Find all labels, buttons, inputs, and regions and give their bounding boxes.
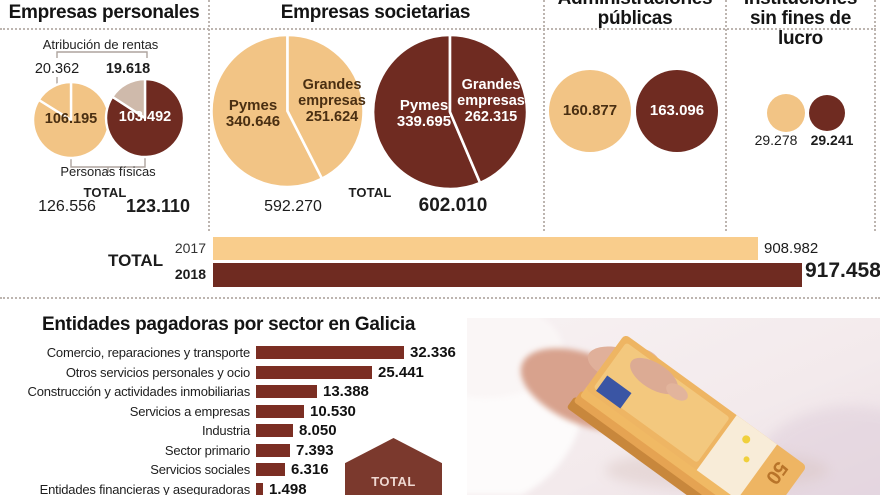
total-pentagon-label: TOTAL <box>371 474 416 489</box>
bracket-atribucion <box>56 51 148 58</box>
sector-label: Entidades financieras y aseguradoras <box>39 481 251 495</box>
sector-row: Construcción y actividades inmobiliarias… <box>0 382 465 402</box>
circle-instituciones-2018 <box>809 95 845 131</box>
label-total-band: TOTAL <box>108 251 164 270</box>
thumb <box>630 357 678 395</box>
sector-value: 1.498 <box>269 480 307 495</box>
label-pymes-2017: Pymes 340.646 <box>225 97 281 130</box>
value-total-2018: 917.458 <box>805 259 880 282</box>
pie-societarias-2018 <box>371 33 529 191</box>
sector-value: 10.530 <box>310 402 356 420</box>
label-total-societarias: TOTAL <box>348 185 392 200</box>
sector-label: Otros servicios personales y ocio <box>65 364 250 380</box>
pie-personales-2018 <box>104 77 186 159</box>
total-personales-2018: 123.110 <box>125 196 191 216</box>
divider-vertical-4 <box>874 0 876 231</box>
value-total-2017: 908.982 <box>764 240 819 257</box>
sector-row: Servicios sociales 6.316 <box>0 460 465 480</box>
sector-label: Servicios a empresas <box>129 403 250 419</box>
circle-administraciones-2017 <box>549 70 631 152</box>
sector-value: 8.050 <box>299 422 337 440</box>
value-administraciones-2017: 160.877 <box>562 102 618 119</box>
value-atribucion-2018: 19.618 <box>105 61 151 77</box>
label-pymes-2018: Pymes 339.695 <box>396 97 452 130</box>
bracket-personas-fisicas <box>70 151 146 173</box>
sector-bar <box>256 385 317 399</box>
sector-label: Servicios sociales <box>150 462 250 478</box>
divider-under-headings <box>0 28 876 30</box>
sector-row: Comercio, reparaciones y transporte 32.33… <box>0 343 465 363</box>
pie-personales-2017 <box>31 80 111 160</box>
sector-bar <box>256 365 372 379</box>
sector-row: Entidades financieras y aseguradoras 1.49… <box>0 480 465 495</box>
divider-above-sectors <box>0 297 880 299</box>
value-personas-fisicas-2018: 103.492 <box>118 109 172 125</box>
circle-administraciones-2018 <box>636 70 718 152</box>
sector-bar <box>256 443 290 457</box>
sectors-title: Entidades pagadoras por sector en Galici… <box>42 314 416 335</box>
sector-value: 32.336 <box>410 344 456 362</box>
sector-bar <box>256 346 404 360</box>
sector-bar <box>256 482 263 495</box>
sector-bar <box>256 404 304 418</box>
label-grandes-2018: Grandes empresas 262.315 <box>457 77 525 125</box>
label-grandes-2017: Grandes empresas 251.624 <box>298 77 366 125</box>
sector-label: Comercio, reparaciones y transporte <box>46 345 250 361</box>
total-personales-2017: 126.556 <box>38 198 96 215</box>
value-instituciones-2017: 29.278 <box>754 132 798 148</box>
label-atribucion-de-rentas: Atribución de rentas <box>42 37 159 52</box>
value-personas-fisicas-2017: 106.195 <box>44 111 98 127</box>
sector-value: 25.441 <box>378 363 424 381</box>
sector-value: 13.388 <box>323 383 369 401</box>
label-total-personales: TOTAL <box>83 185 127 200</box>
sector-bar <box>256 463 285 477</box>
euro-flag-patch <box>596 375 632 409</box>
label-year-2017: 2017 <box>174 240 206 256</box>
divider-vertical-1 <box>208 0 210 231</box>
label-year-2018: 2018 <box>174 266 206 282</box>
photo-hand-with-euro-notes: 50 <box>467 318 880 495</box>
heading-empresas-personales: Empresas personales <box>8 2 200 23</box>
bar-total-2018 <box>213 263 802 287</box>
total-societarias-2017: 592.270 <box>264 198 322 215</box>
sector-label: Construcción y actividades inmobiliarias <box>27 384 251 400</box>
value-instituciones-2018: 29.241 <box>810 132 854 148</box>
divider-vertical-3 <box>725 0 727 231</box>
sector-label: Sector primario <box>164 442 250 458</box>
thumb-tip <box>666 383 688 401</box>
sector-bar <box>256 424 293 438</box>
sector-row: Otros servicios personales y ocio 25.441 <box>0 363 465 383</box>
heading-empresas-societarias: Empresas societarias <box>280 2 471 23</box>
sector-row: Servicios a empresas 10.530 <box>0 402 465 422</box>
sector-row: Sector primario 7.393 <box>0 441 465 461</box>
bar-total-2017 <box>213 237 758 260</box>
sector-value: 6.316 <box>291 461 329 479</box>
total-societarias-2018: 602.010 <box>418 195 488 216</box>
top-charts-svg <box>31 33 845 191</box>
sector-chart-rows: Comercio, reparaciones y transporte 32.33… <box>0 343 465 495</box>
sector-row: Industria 8.050 <box>0 421 465 441</box>
divider-vertical-2 <box>543 0 545 231</box>
heading-administraciones-publicas: Administraciones públicas <box>558 0 713 29</box>
value-administraciones-2018: 163.096 <box>649 102 705 119</box>
sector-value: 7.393 <box>296 441 334 459</box>
circle-instituciones-2017 <box>767 94 805 132</box>
label-personas-fisicas: Personas físicas <box>60 164 156 179</box>
sector-label: Industria <box>201 423 250 439</box>
heading-instituciones-sin-fines: Instituciones sin fines de lucro <box>744 0 858 49</box>
value-atribucion-2017: 20.362 <box>34 61 80 77</box>
pie-societarias-2017 <box>210 33 365 189</box>
